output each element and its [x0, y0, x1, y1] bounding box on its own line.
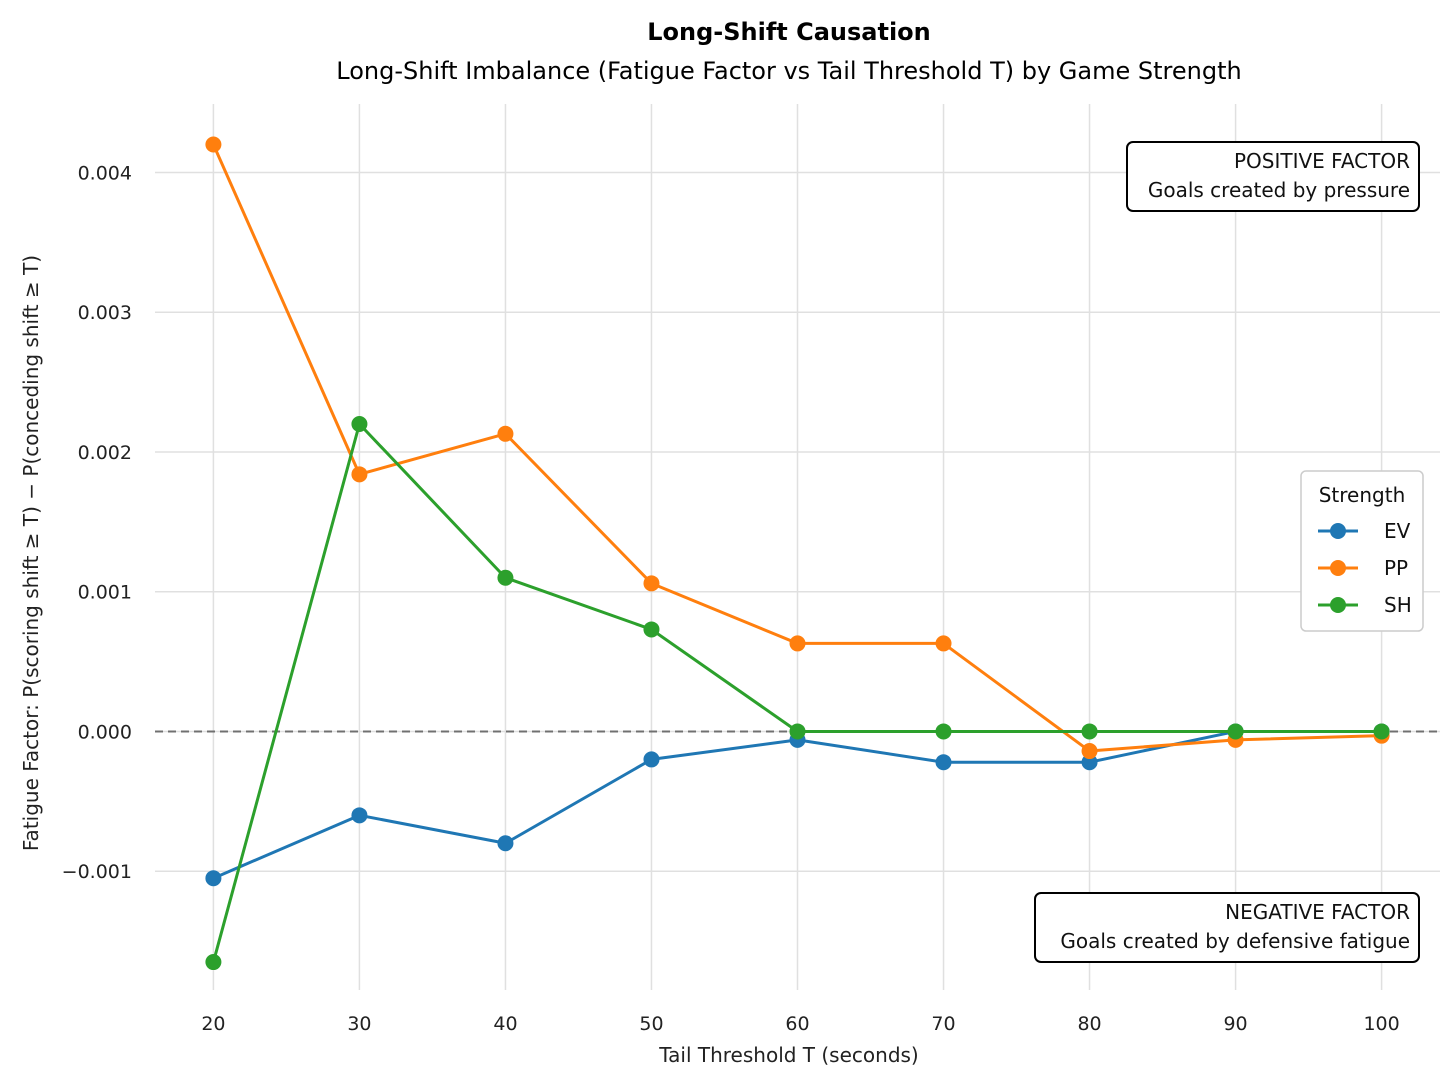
legend-frame: [1300, 470, 1424, 632]
x-tick-label: 40: [493, 1013, 517, 1035]
data-point-ev: [643, 751, 660, 768]
data-point-pp: [497, 425, 514, 442]
x-tick-label: 30: [347, 1013, 371, 1035]
y-tick-label: 0.003: [78, 302, 132, 324]
data-point-sh: [1373, 723, 1390, 740]
chart-title: Long-Shift Causation: [647, 18, 931, 46]
negative-factor-heading: NEGATIVE FACTOR: [1225, 900, 1410, 924]
data-point-ev: [351, 807, 368, 824]
chart-subtitle: Long-Shift Imbalance (Fatigue Factor vs …: [336, 57, 1241, 85]
legend-swatch-marker: [1330, 597, 1346, 613]
legend-item-ev: EV: [1318, 519, 1411, 543]
legend-title: Strength: [1319, 483, 1406, 507]
x-axis-label: Tail Threshold T (seconds): [658, 1043, 918, 1067]
data-point-ev: [1081, 754, 1098, 771]
data-point-sh: [935, 723, 952, 740]
series-sh: [205, 416, 1390, 971]
negative-factor-box: [1034, 892, 1420, 963]
data-point-sh: [789, 723, 806, 740]
data-point-ev: [497, 835, 514, 852]
legend-item-sh: SH: [1318, 593, 1412, 617]
x-tick-label: 60: [785, 1013, 809, 1035]
x-tick-label: 20: [201, 1013, 225, 1035]
series-layer: [205, 136, 1390, 971]
x-tick-label: 90: [1223, 1013, 1247, 1035]
negative-factor-annotation: NEGATIVE FACTOR Goals created by defensi…: [1034, 892, 1420, 963]
data-point-pp: [789, 635, 806, 652]
x-tick-label: 70: [931, 1013, 955, 1035]
axis-ticks: 20 30 40 50 60 70 80 90 100 −0.001 0.000 0.001 0.002…: [62, 162, 1400, 1035]
gridlines: [155, 104, 1440, 990]
legend-label: PP: [1384, 556, 1408, 580]
negative-factor-note: Goals created by defensive fatigue: [1060, 929, 1410, 953]
positive-factor-annotation: POSITIVE FACTOR Goals created by pressur…: [1126, 141, 1420, 212]
data-point-sh: [351, 416, 368, 433]
data-point-pp: [935, 635, 952, 652]
legend-label: SH: [1384, 593, 1412, 617]
y-tick-label: −0.001: [62, 861, 132, 883]
data-point-sh: [643, 621, 660, 638]
data-point-pp: [351, 466, 368, 483]
legend-label: EV: [1384, 519, 1411, 543]
positive-factor-box: [1126, 141, 1420, 212]
x-tick-label: 100: [1363, 1013, 1399, 1035]
data-point-pp: [1081, 743, 1098, 760]
legend-items: EV PP SH: [1318, 519, 1412, 617]
legend: Strength EV PP SH: [1300, 470, 1424, 632]
data-point-sh: [1227, 723, 1244, 740]
y-tick-label: 0.004: [78, 162, 132, 184]
legend-item-pp: PP: [1318, 556, 1408, 580]
y-tick-label: 0.002: [78, 442, 132, 464]
data-point-pp: [205, 136, 222, 153]
legend-swatch-marker: [1330, 523, 1346, 539]
data-point-ev: [205, 870, 222, 887]
data-point-sh: [205, 954, 222, 971]
y-tick-label: 0.000: [78, 721, 132, 743]
data-point-pp: [643, 575, 660, 592]
positive-factor-heading: POSITIVE FACTOR: [1234, 149, 1410, 173]
data-point-sh: [497, 569, 514, 586]
positive-factor-note: Goals created by pressure: [1148, 178, 1410, 202]
data-point-sh: [1081, 723, 1098, 740]
legend-swatch-marker: [1330, 560, 1346, 576]
x-tick-label: 50: [639, 1013, 663, 1035]
data-point-ev: [935, 754, 952, 771]
y-axis-label: Fatigue Factor: P(scoring shift ≥ T) − P…: [19, 255, 43, 851]
x-tick-label: 80: [1077, 1013, 1101, 1035]
y-tick-label: 0.001: [78, 582, 132, 604]
